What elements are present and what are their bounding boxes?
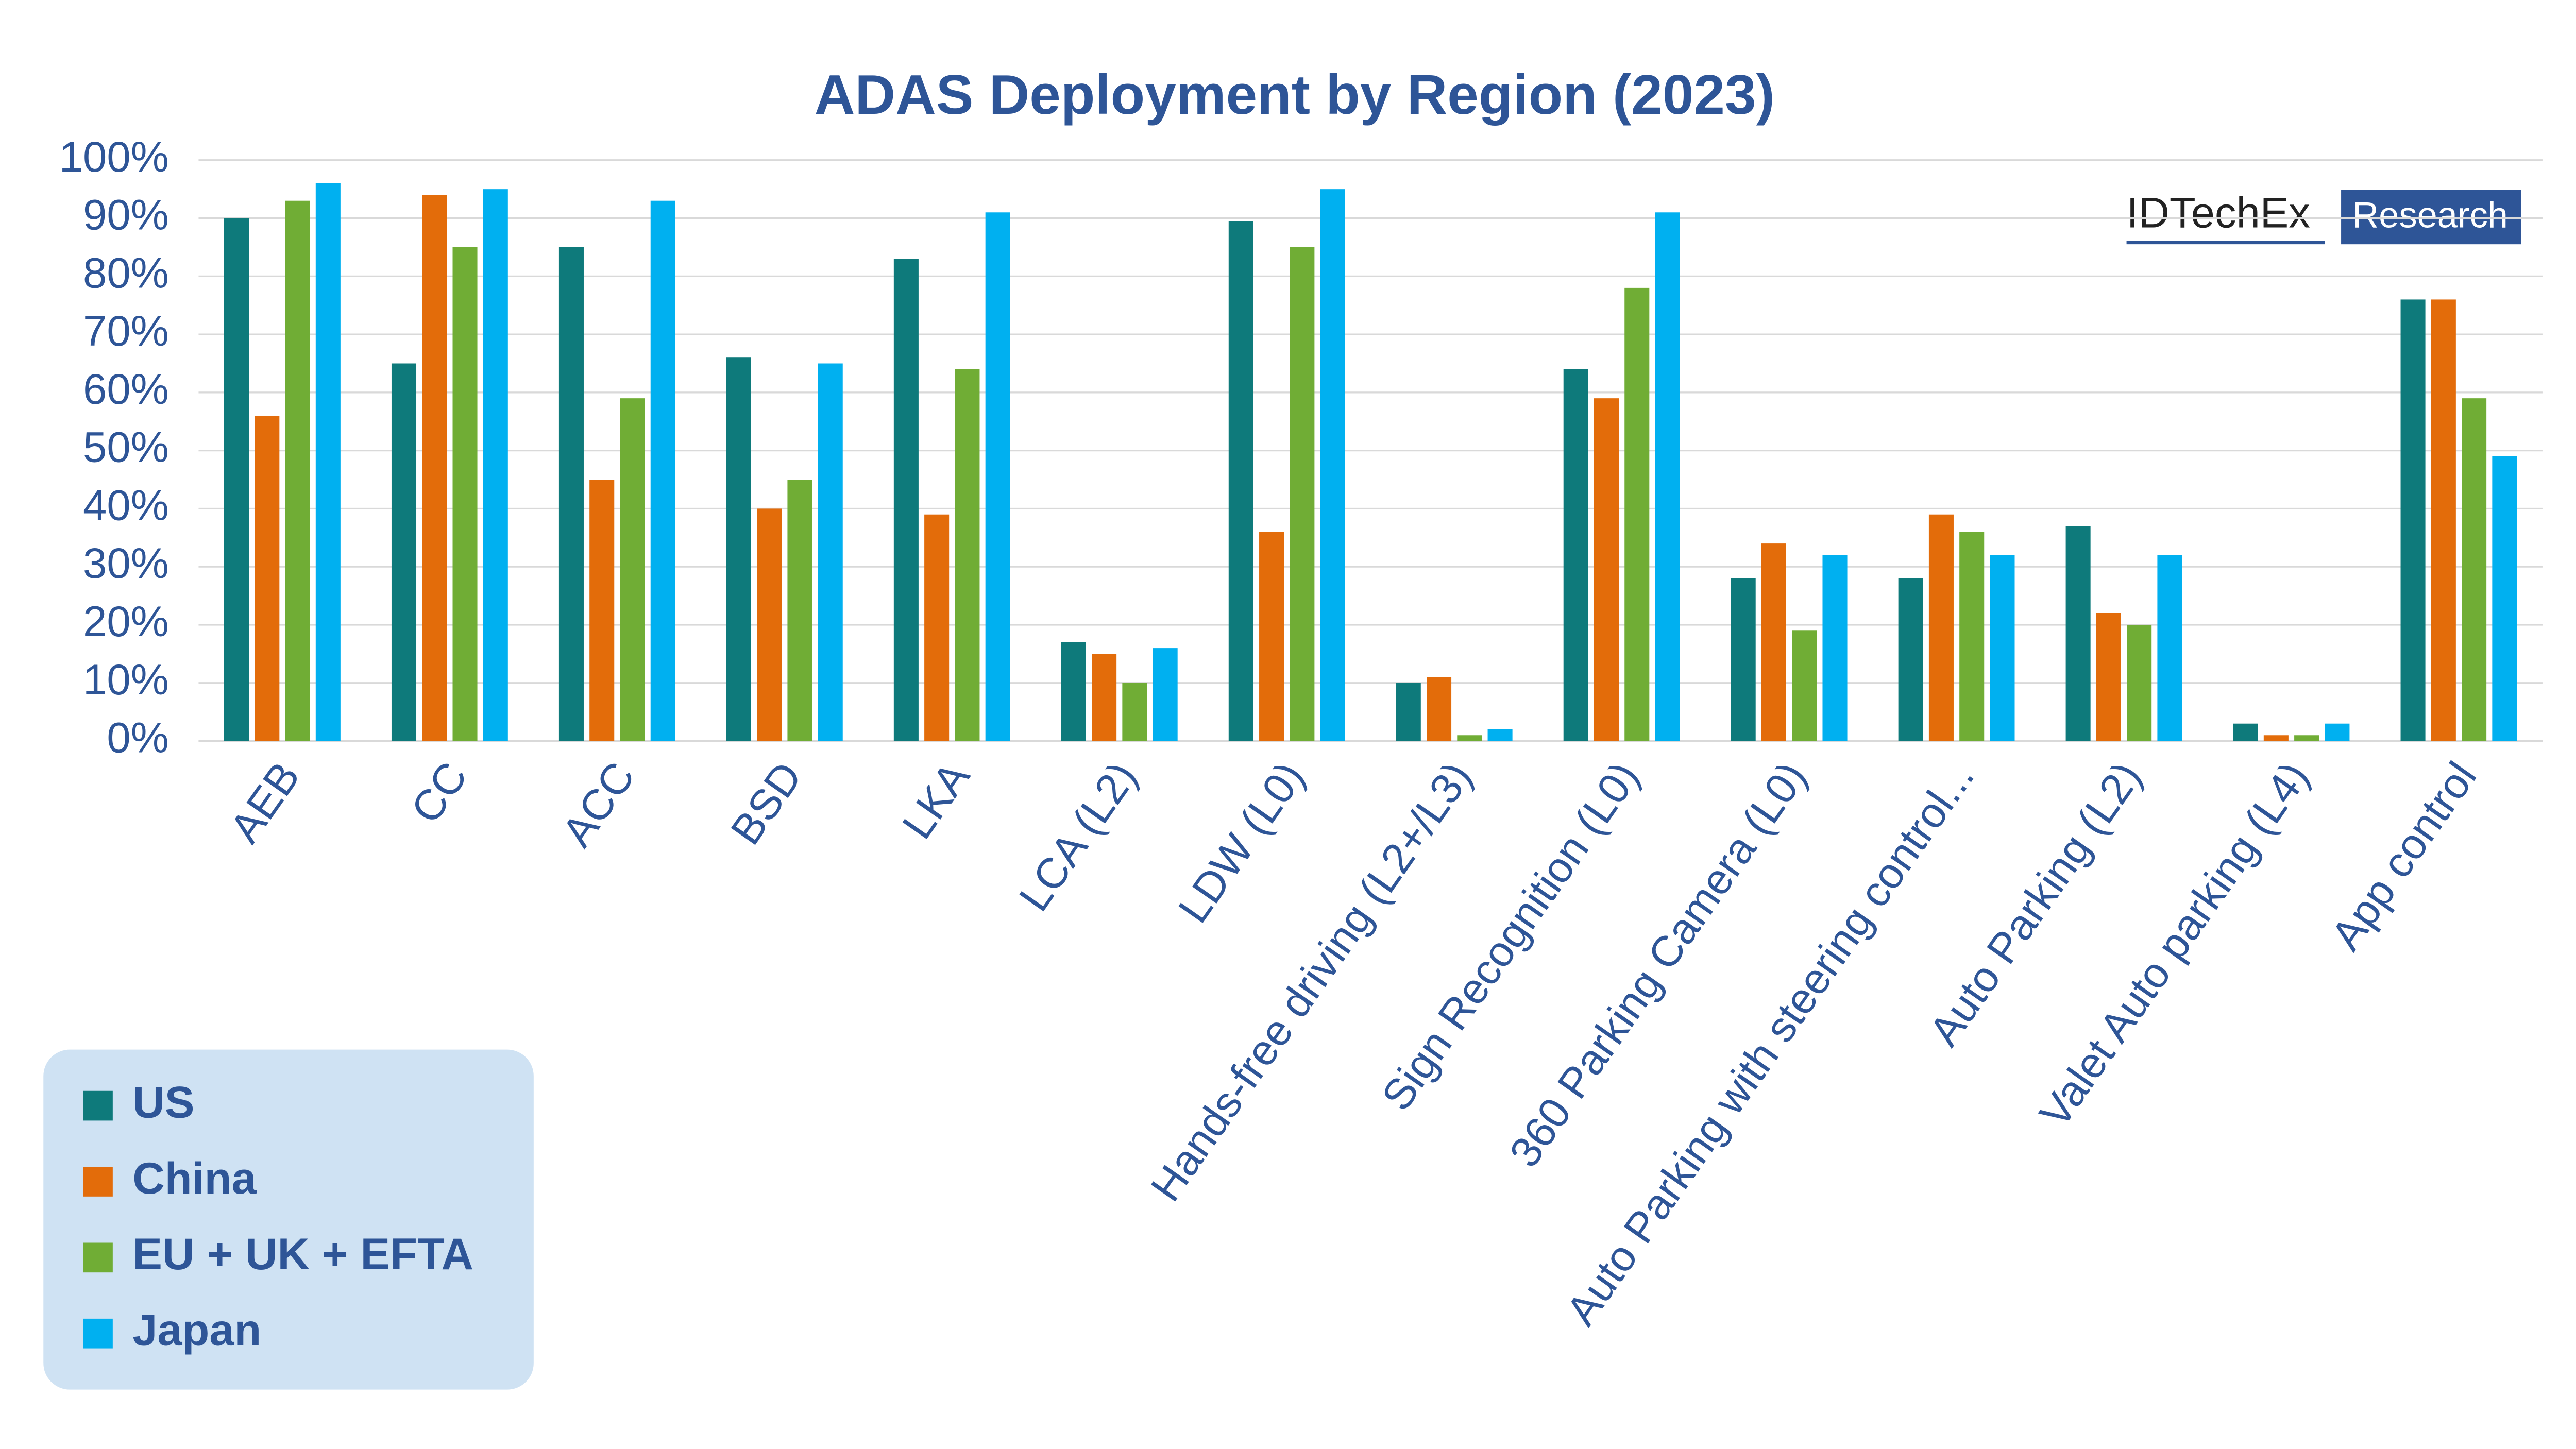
bar (1655, 212, 1680, 741)
legend-label: China (132, 1154, 257, 1203)
bar (1624, 287, 1650, 741)
y-tick-label: 60% (83, 365, 169, 413)
bar (1563, 369, 1588, 741)
legend-label: EU + UK + EFTA (132, 1230, 473, 1279)
y-tick-label: 20% (83, 598, 169, 645)
bar (985, 212, 1010, 741)
bar (285, 200, 310, 741)
y-tick-label: 30% (83, 539, 169, 587)
bar (2065, 526, 2091, 741)
bar (1427, 677, 1452, 741)
bar (2462, 398, 2487, 741)
bar (589, 480, 615, 741)
bar (924, 514, 950, 741)
bar (2325, 723, 2350, 741)
bar (2492, 456, 2517, 741)
legend-label: US (132, 1078, 194, 1127)
legend-swatch (83, 1318, 113, 1349)
bar (1928, 514, 1954, 741)
bar (955, 369, 980, 741)
y-tick-label: 0% (107, 714, 168, 762)
bar (1898, 578, 1923, 741)
logo-label: Research (2352, 195, 2508, 235)
bar (1959, 532, 1985, 741)
bar (2127, 624, 2152, 741)
bar (2096, 613, 2121, 741)
bar (650, 200, 675, 741)
y-tick-label: 50% (83, 423, 169, 471)
legend-swatch (83, 1242, 113, 1273)
bar (726, 357, 751, 741)
logo: IDTechEx Research (2126, 189, 2521, 245)
bar (2157, 555, 2182, 741)
bar (1457, 735, 1482, 741)
legend-swatch (83, 1090, 113, 1121)
bar (620, 398, 645, 741)
legend-swatch (83, 1167, 113, 1197)
bar (1092, 654, 1117, 741)
bar (1792, 630, 1817, 741)
bar (1259, 532, 1284, 741)
y-tick-label: 80% (83, 249, 169, 297)
bar (1594, 398, 1619, 741)
bar (558, 247, 584, 741)
bar (2294, 735, 2319, 741)
y-tick-label: 10% (83, 656, 169, 704)
legend-label: Japan (132, 1306, 261, 1355)
bar (757, 508, 782, 741)
bar (2431, 299, 2456, 741)
bar (1320, 189, 1345, 741)
bar (818, 363, 843, 741)
legend-box (43, 1049, 534, 1390)
bar (1990, 555, 2015, 741)
logo-brand: IDTechEx (2127, 189, 2310, 237)
bar (1153, 648, 1178, 741)
bar (2400, 299, 2426, 741)
y-tick-label: 90% (83, 191, 169, 239)
bar (1396, 683, 1421, 741)
bar (315, 183, 341, 741)
bar (1122, 683, 1147, 741)
bar (1822, 555, 1848, 741)
logo-box (2341, 190, 2521, 245)
bar (2233, 723, 2258, 741)
bar (255, 415, 280, 741)
bar (483, 189, 508, 741)
bar (224, 218, 249, 741)
bar (1228, 221, 1253, 741)
bar (1731, 578, 1756, 741)
bar (452, 247, 478, 741)
y-tick-label: 100% (59, 133, 169, 181)
bar (391, 363, 417, 741)
bar (1761, 543, 1786, 741)
bar (893, 259, 919, 741)
bar (787, 480, 812, 741)
bar (2263, 735, 2289, 741)
y-tick-label: 40% (83, 481, 169, 529)
bar (1487, 729, 1513, 741)
chart-title: ADAS Deployment by Region (2023) (815, 63, 1775, 126)
bar (1061, 642, 1086, 741)
bar (1290, 247, 1315, 741)
legend: US China EU + UK + EFTA Japan (43, 1049, 534, 1390)
bar (422, 195, 447, 741)
y-tick-label: 70% (83, 307, 169, 355)
